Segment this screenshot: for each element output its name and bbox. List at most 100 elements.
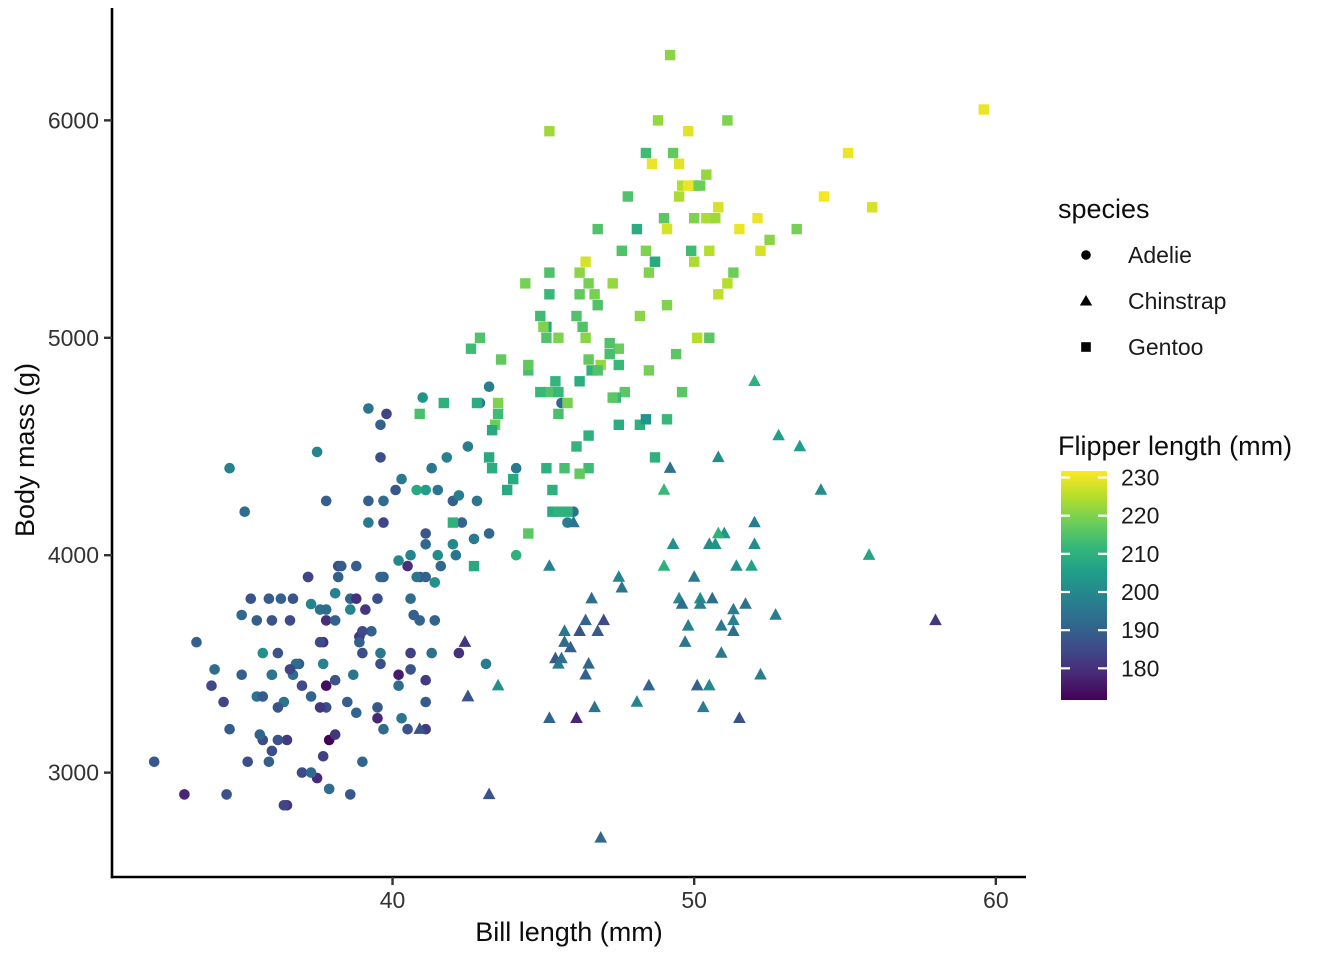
data-point-adelie	[363, 495, 374, 507]
data-point-adelie	[420, 674, 432, 686]
data-point-adelie	[375, 658, 386, 670]
data-point-adelie	[218, 696, 229, 708]
data-point-gentoo	[577, 321, 588, 333]
data-point-adelie	[375, 419, 386, 431]
data-point-chinstrap	[657, 483, 671, 495]
data-point-adelie	[329, 615, 341, 626]
data-point-gentoo	[689, 180, 700, 191]
data-point-gentoo	[538, 321, 549, 333]
data-point-adelie	[148, 756, 160, 768]
data-point-chinstrap	[696, 700, 710, 713]
data-point-adelie	[483, 528, 495, 539]
data-point-adelie	[420, 571, 432, 583]
data-point-adelie	[447, 539, 459, 550]
data-point-adelie	[429, 615, 441, 626]
data-point-chinstrap	[862, 548, 876, 560]
data-point-adelie	[266, 615, 278, 626]
data-point-chinstrap	[567, 515, 580, 528]
data-point-gentoo	[640, 147, 652, 159]
data-point-gentoo	[559, 463, 570, 474]
data-point-adelie	[411, 571, 423, 583]
data-point-adelie	[468, 533, 480, 545]
data-point-adelie	[405, 593, 416, 604]
data-point-chinstrap	[739, 597, 752, 609]
data-point-gentoo	[710, 213, 721, 224]
data-point-adelie	[453, 490, 465, 501]
data-point-gentoo	[734, 223, 745, 235]
data-point-adelie	[336, 560, 347, 572]
data-point-gentoo	[438, 397, 449, 409]
data-point-chinstrap	[814, 483, 828, 495]
data-point-adelie	[272, 647, 284, 659]
data-point-gentoo	[574, 376, 585, 387]
data-point-gentoo	[701, 213, 712, 224]
data-point-adelie	[320, 615, 332, 626]
data-point-adelie	[357, 626, 368, 637]
data-point-gentoo	[553, 386, 564, 398]
data-point-chinstrap	[482, 787, 496, 800]
data-point-gentoo	[604, 338, 615, 349]
data-point-chinstrap	[681, 619, 695, 631]
data-point-adelie	[393, 555, 404, 566]
data-point-chinstrap	[748, 374, 761, 386]
data-point-adelie	[251, 615, 263, 626]
data-point-adelie	[405, 664, 416, 675]
x-tick-label: 60	[983, 887, 1009, 913]
data-point-chinstrap	[591, 624, 604, 636]
data-point-gentoo	[492, 408, 504, 420]
x-tick-label: 50	[681, 887, 707, 913]
data-point-adelie	[348, 669, 359, 681]
data-point-chinstrap	[727, 613, 740, 626]
data-point-chinstrap	[754, 667, 767, 680]
data-point-chinstrap	[615, 580, 629, 593]
data-point-gentoo	[634, 310, 646, 322]
data-point-gentoo	[643, 365, 655, 376]
data-point-gentoo	[695, 180, 706, 191]
data-point-gentoo	[541, 463, 552, 474]
species-legend-label: Adelie	[1128, 242, 1192, 268]
data-point-chinstrap	[579, 613, 592, 626]
data-point-adelie	[242, 756, 253, 768]
colorbar-title: Flipper length (mm)	[1058, 431, 1292, 461]
data-point-chinstrap	[715, 646, 728, 658]
data-point-chinstrap	[597, 613, 610, 626]
data-point-adelie	[378, 517, 389, 528]
data-point-gentoo	[523, 528, 534, 539]
data-point-adelie	[393, 669, 404, 681]
data-point-adelie	[332, 571, 344, 583]
data-point-gentoo	[634, 419, 646, 430]
data-point-gentoo	[583, 430, 594, 441]
data-point-gentoo	[658, 213, 670, 224]
data-point-gentoo	[547, 484, 558, 496]
data-point-adelie	[360, 604, 371, 615]
data-point-adelie	[320, 604, 332, 615]
data-point-adelie	[245, 593, 257, 604]
data-point-gentoo	[414, 408, 425, 420]
data-point-gentoo	[722, 115, 733, 126]
data-point-gentoo	[604, 348, 615, 360]
data-point-gentoo	[646, 158, 658, 169]
data-point-chinstrap	[745, 559, 758, 571]
data-point-adelie	[510, 549, 522, 561]
data-point-adelie	[254, 729, 266, 740]
data-point-chinstrap	[582, 657, 595, 669]
data-point-gentoo	[562, 397, 573, 409]
data-point-adelie	[510, 462, 522, 474]
data-point-gentoo	[465, 343, 477, 354]
data-point-gentoo	[613, 419, 624, 430]
data-point-gentoo	[595, 359, 606, 371]
data-point-gentoo	[553, 408, 564, 420]
data-point-adelie	[396, 713, 407, 724]
data-point-adelie	[314, 636, 326, 648]
data-point-adelie	[305, 767, 317, 778]
data-point-adelie	[483, 381, 495, 393]
data-point-adelie	[357, 756, 368, 768]
data-point-adelie	[408, 609, 420, 621]
data-point-adelie	[363, 403, 374, 414]
data-point-gentoo	[640, 245, 652, 256]
data-point-gentoo	[607, 392, 618, 403]
data-point-gentoo	[447, 517, 459, 528]
data-point-chinstrap	[630, 695, 644, 707]
data-point-adelie	[411, 484, 423, 496]
